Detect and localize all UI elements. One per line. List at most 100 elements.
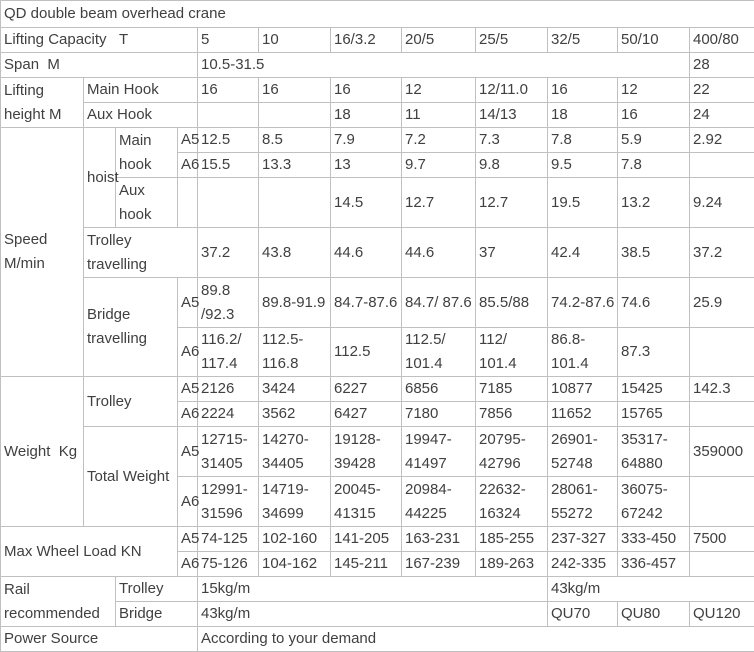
main-hook-value: 16 — [197, 77, 259, 103]
hoist-aux-value — [258, 177, 331, 228]
lifting-capacity-label: Lifting Capacity T — [0, 27, 198, 53]
lifting-capacity-value: 5 — [197, 27, 259, 53]
rail-trolley-left-value: 15kg/m — [197, 576, 548, 602]
hoist-main-a6-value: 13.3 — [258, 152, 331, 178]
hoist-main-a5-value: 5.9 — [617, 127, 690, 153]
hoist-main-a6-value: 9.5 — [547, 152, 618, 178]
hoist-main-a6-value: 13 — [330, 152, 402, 178]
lifting-capacity-value: 32/5 — [547, 27, 618, 53]
total-weight-a6-value: 28061-55272 — [547, 476, 618, 527]
class-a6-label: A6 — [177, 551, 199, 577]
max-wheel-a5-value: 185-255 — [475, 526, 548, 552]
lifting-capacity-value: 50/10 — [617, 27, 690, 53]
trolley-travelling-value: 42.4 — [547, 227, 618, 278]
max-wheel-a5-value: 141-205 — [330, 526, 402, 552]
row-speed-hoist-main-a5: Speed M/min hoist Main hook A5 12.5 8.5 … — [0, 127, 754, 377]
total-weight-a6-value: 20045-41315 — [330, 476, 402, 527]
hoist-aux-value: 14.5 — [330, 177, 402, 228]
table-title: QD double beam overhead crane — [0, 0, 754, 28]
weight-trolley-a6-value: 11652 — [547, 401, 618, 427]
hoist-main-a5-value: 2.92 — [689, 127, 754, 153]
hoist-main-a6-value: 7.8 — [617, 152, 690, 178]
lifting-height-label: Lifting height M — [0, 77, 84, 128]
span-label: Span M — [0, 52, 198, 78]
total-weight-a5-value: 12715-31405 — [197, 426, 259, 477]
bridge-a5-value: 74.2-87.6 — [547, 277, 618, 328]
weight-trolley-a5-value: 6856 — [401, 376, 476, 402]
weight-trolley-a6-value — [689, 401, 754, 427]
row-lifting-height-aux: Aux Hook 18 11 14/13 18 16 24 — [1, 102, 754, 128]
row-speed-hoist-main-a6: A6 15.5 13.3 13 9.7 9.8 9.5 7.8 — [1, 152, 754, 178]
aux-hook-value: 18 — [330, 102, 402, 128]
rail-trolley-label: Trolley — [115, 576, 198, 602]
hoist-aux-hook-label: Aux hook — [115, 177, 178, 228]
hoist-main-a6-value — [689, 152, 754, 178]
weight-trolley-a5-value: 2126 — [197, 376, 259, 402]
total-weight-a5-value: 26901-52748 — [547, 426, 618, 477]
max-wheel-a6-value: 189-263 — [475, 551, 548, 577]
weight-trolley-a5-value: 3424 — [258, 376, 331, 402]
bridge-a5-value: 89.8 /92.3 — [197, 277, 259, 328]
bridge-a5-value: 25.9 — [689, 277, 754, 328]
hoist-main-a6-value: 15.5 — [197, 152, 259, 178]
aux-hook-value: 11 — [401, 102, 476, 128]
aux-hook-value — [197, 102, 259, 128]
class-a5-label: A5 — [177, 376, 199, 402]
hoist-aux-value — [197, 177, 259, 228]
class-a5-label: A5 — [177, 127, 199, 153]
trolley-travelling-value: 43.8 — [258, 227, 331, 278]
row-power-source: Power Source According to your demand — [0, 626, 754, 652]
aux-hook-label: Aux Hook — [83, 102, 198, 128]
class-a5-label: A5 — [177, 426, 199, 477]
trolley-travelling-value: 37 — [475, 227, 548, 278]
hoist-main-a5-value: 7.3 — [475, 127, 548, 153]
max-wheel-a6-value — [689, 551, 754, 577]
aux-hook-value: 14/13 — [475, 102, 548, 128]
main-hook-value: 12 — [401, 77, 476, 103]
trolley-travelling-value: 38.5 — [617, 227, 690, 278]
class-a5-label: A5 — [177, 277, 199, 328]
row-speed-bridge-a6: A6 116.2/ 117.4 112.5-116.8 112.5 112.5/… — [1, 327, 754, 377]
weight-trolley-a5-value: 10877 — [547, 376, 618, 402]
aux-hook-value: 24 — [689, 102, 754, 128]
weight-trolley-a6-value: 6427 — [330, 401, 402, 427]
max-wheel-a5-value: 163-231 — [401, 526, 476, 552]
weight-trolley-a5-value: 7185 — [475, 376, 548, 402]
max-wheel-a6-value: 336-457 — [617, 551, 690, 577]
main-hook-value: 16 — [330, 77, 402, 103]
max-wheel-a5-value: 102-160 — [258, 526, 331, 552]
power-source-label: Power Source — [0, 626, 198, 652]
rail-bridge-left-value: 43kg/m — [197, 601, 548, 627]
total-weight-a5-value: 19947-41497 — [401, 426, 476, 477]
row-weight-trolley-a6: A6 2224 3562 6427 7180 7856 11652 15765 — [1, 401, 754, 427]
bridge-a5-value: 84.7-87.6 — [330, 277, 402, 328]
weight-trolley-a6-value: 3562 — [258, 401, 331, 427]
total-weight-a5-value: 359000 — [689, 426, 754, 477]
class-a6-label: A6 — [177, 327, 199, 377]
bridge-a6-value: 112.5 — [330, 327, 402, 377]
total-weight-a6-value: 14719-34699 — [258, 476, 331, 527]
row-weight-total-a6: A6 12991-31596 14719-34699 20045-41315 2… — [1, 476, 754, 527]
weight-trolley-label: Trolley — [83, 376, 178, 427]
row-max-wheel-a5: Max Wheel Load KN A5 74-125 102-160 141-… — [0, 526, 754, 577]
row-lifting-capacity: Lifting Capacity T 5 10 16/3.2 20/5 25/5… — [0, 27, 754, 53]
bridge-a6-value: 116.2/ 117.4 — [197, 327, 259, 377]
total-weight-a6-value: 36075-67242 — [617, 476, 690, 527]
hoist-aux-value: 9.24 — [689, 177, 754, 228]
bridge-a6-value — [689, 327, 754, 377]
bridge-a6-value: 112.5/ 101.4 — [401, 327, 476, 377]
total-weight-label: Total Weight — [83, 426, 178, 527]
aux-hook-value: 18 — [547, 102, 618, 128]
hoist-main-a5-value: 7.9 — [330, 127, 402, 153]
trolley-travelling-value: 37.2 — [689, 227, 754, 278]
max-wheel-a5-value: 333-450 — [617, 526, 690, 552]
hoist-aux-value: 12.7 — [475, 177, 548, 228]
class-a5-label: A5 — [177, 526, 199, 552]
weight-trolley-a5-value: 142.3 — [689, 376, 754, 402]
hoist-aux-value: 13.2 — [617, 177, 690, 228]
weight-trolley-a6-value: 2224 — [197, 401, 259, 427]
rail-bridge-qu70-value: QU70 — [547, 601, 618, 627]
row-span: Span M 10.5-31.5 28 — [0, 52, 754, 78]
bridge-a6-value: 112.5-116.8 — [258, 327, 331, 377]
